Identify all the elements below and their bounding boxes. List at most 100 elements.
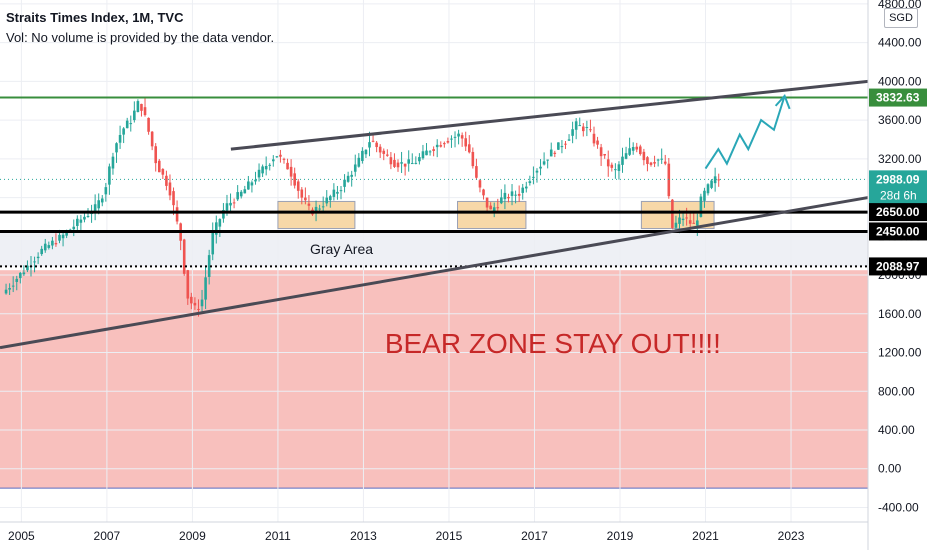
candle-body <box>353 164 357 172</box>
candle-body <box>393 159 396 167</box>
candle-body <box>111 156 115 169</box>
candle-body <box>596 140 599 145</box>
candle-body <box>26 265 29 271</box>
level-2088-badge[interactable] <box>869 257 927 276</box>
candle-body <box>546 159 549 161</box>
candle-body <box>660 158 663 160</box>
candle-body <box>453 136 457 138</box>
candle-body <box>671 199 674 228</box>
gray-area <box>0 231 868 267</box>
y-tick-label: 400.00 <box>878 423 915 437</box>
candle-body <box>703 190 706 201</box>
candle-body <box>557 142 560 150</box>
x-tick-label: 2013 <box>350 529 377 543</box>
candle-body <box>54 243 58 245</box>
last-price-badge-text: 2988.09 <box>876 172 920 186</box>
candle-body <box>214 222 218 235</box>
y-tick-label: 4800.00 <box>878 0 922 11</box>
support-box-3[interactable] <box>640 200 715 230</box>
x-tick-label: 2021 <box>692 529 719 543</box>
candle-body <box>47 245 51 248</box>
candle-body <box>225 203 229 211</box>
y-tick-label: -400.00 <box>878 500 919 514</box>
candle-body <box>175 207 179 222</box>
candle-body <box>76 218 79 226</box>
candle-body <box>663 161 667 164</box>
candle-body <box>428 151 432 153</box>
candle-body <box>503 192 507 200</box>
candle-body <box>83 216 86 220</box>
last-price-badge[interactable] <box>869 170 927 205</box>
candle-body <box>22 272 26 275</box>
x-tick-label: 2023 <box>778 529 805 543</box>
candle-body <box>603 153 606 156</box>
candle-body <box>118 134 122 143</box>
candle-body <box>168 182 172 196</box>
candle-body <box>692 222 696 224</box>
candle-body <box>535 170 539 173</box>
candle-body <box>136 101 140 113</box>
candle-body <box>500 197 503 204</box>
trendline-2[interactable] <box>0 196 869 350</box>
candle-body <box>321 206 325 208</box>
candle-body <box>521 187 525 193</box>
candle-body <box>375 142 378 148</box>
candle-body <box>8 288 11 290</box>
candle-body <box>72 226 76 230</box>
candle-body <box>646 157 649 164</box>
candle-body <box>528 181 532 184</box>
candle-body <box>336 191 339 194</box>
support-box-2[interactable] <box>457 200 527 230</box>
candle-body <box>642 151 646 161</box>
candle-body <box>410 163 414 165</box>
level-2650-badge[interactable] <box>869 203 927 222</box>
candle-body <box>606 159 610 167</box>
candle-body <box>232 202 236 204</box>
candle-body <box>207 255 211 277</box>
candle-body <box>190 296 193 304</box>
y-tick-label: 800.00 <box>878 384 915 398</box>
candle-body <box>61 234 65 239</box>
candle-body <box>371 140 375 142</box>
candle-body <box>514 194 517 196</box>
candle-body <box>229 202 232 206</box>
candle-body <box>425 150 428 156</box>
candle-body <box>115 143 118 153</box>
projection-path[interactable] <box>704 95 786 170</box>
x-tick-label: 2005 <box>8 529 35 543</box>
currency-badge[interactable]: SGD <box>884 8 918 28</box>
trendline-1[interactable] <box>230 79 869 151</box>
candle-body <box>211 232 215 255</box>
candle-body <box>389 157 393 165</box>
candle-body <box>200 299 204 307</box>
candle-body <box>510 191 514 196</box>
projection-arrowhead <box>774 93 791 110</box>
candle-body <box>51 240 54 246</box>
candle-body <box>457 133 460 137</box>
high-level-badge[interactable] <box>869 88 927 107</box>
chart-header: Straits Times Index, 1M, TVC Vol: No vol… <box>6 8 274 48</box>
candle-body <box>450 138 453 140</box>
candle-body <box>172 191 175 206</box>
candle-body <box>4 289 8 294</box>
candle-body <box>649 162 653 165</box>
candle-body <box>332 189 336 197</box>
candle-body <box>681 218 685 221</box>
candle-body <box>157 160 161 173</box>
candle-body <box>581 126 585 132</box>
candle-body <box>592 133 596 144</box>
candle-body <box>400 162 403 164</box>
candle-body <box>653 162 656 164</box>
candle-body <box>467 144 471 153</box>
candle-body <box>79 219 83 223</box>
candle-body <box>407 159 411 164</box>
level-2450-badge[interactable] <box>869 222 927 241</box>
candle-body <box>539 166 542 169</box>
candle-body <box>268 164 272 166</box>
candle-body <box>439 145 443 147</box>
symbol-title[interactable]: Straits Times Index, 1M, TVC <box>6 10 184 25</box>
candle-body <box>624 153 628 159</box>
candle-body <box>143 107 147 116</box>
candle-body <box>186 270 190 299</box>
